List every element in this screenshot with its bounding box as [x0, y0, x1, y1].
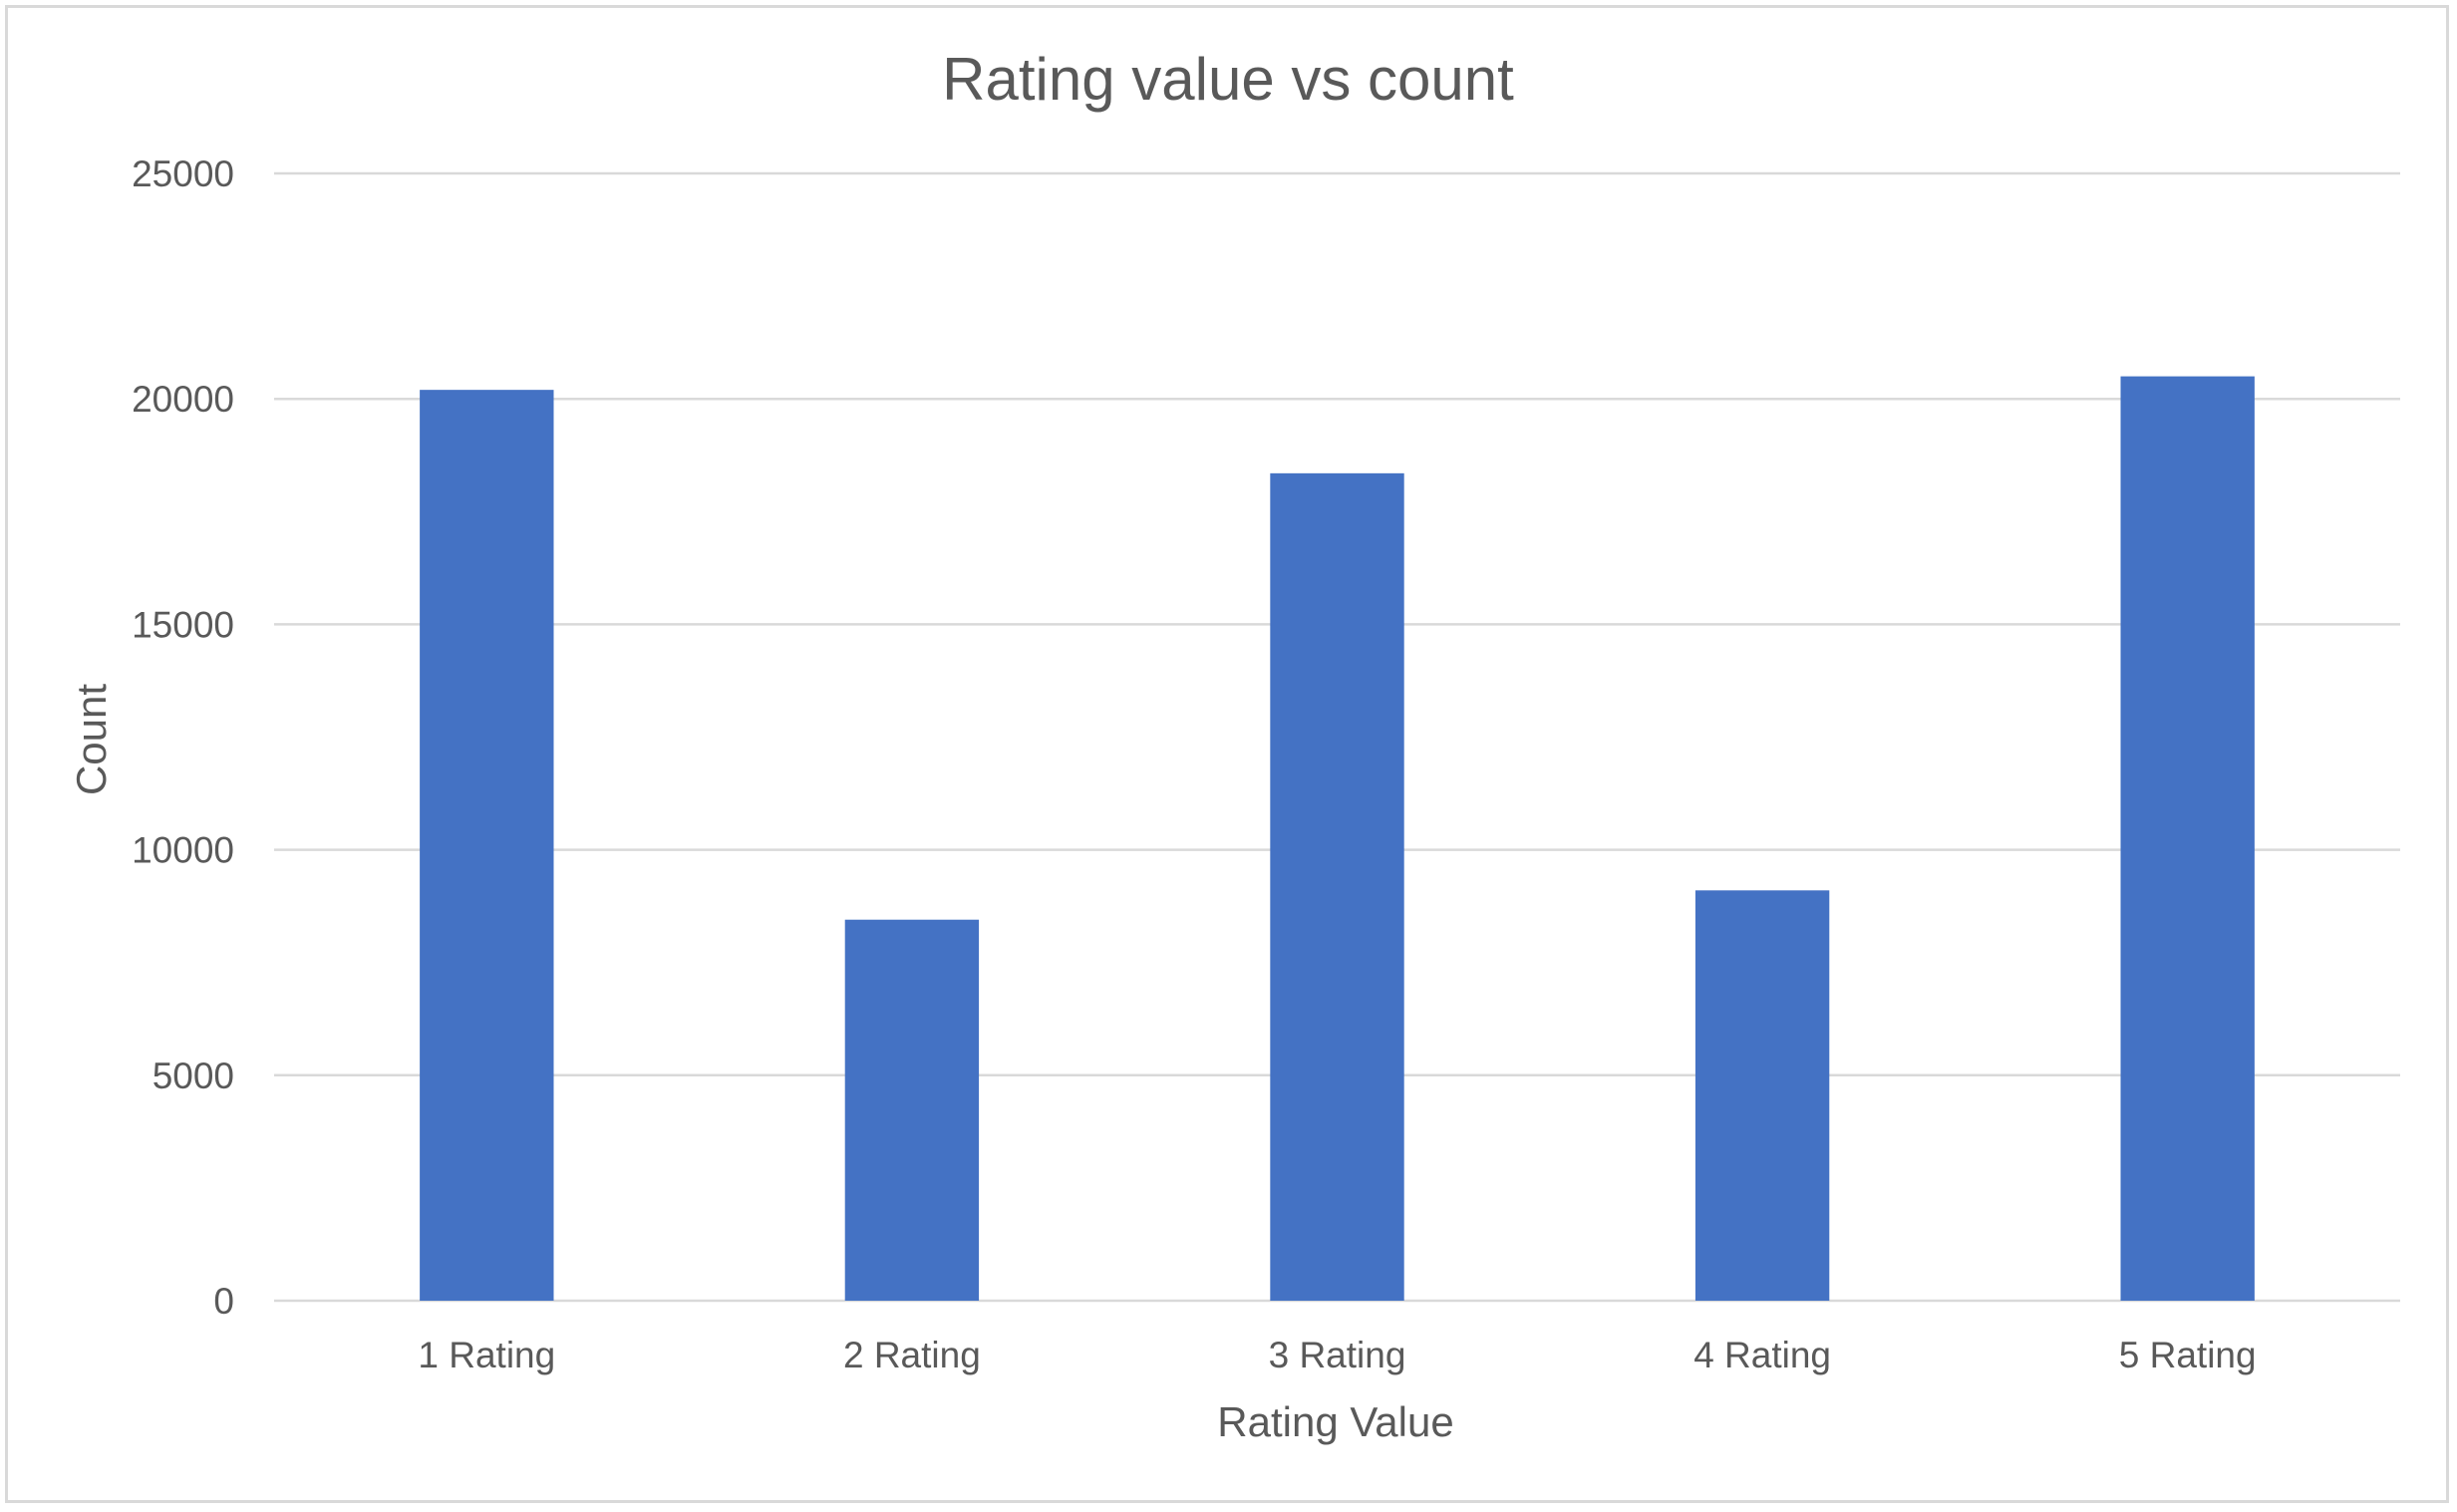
bar-1: [420, 390, 554, 1302]
y-axis-title: Count: [68, 684, 115, 795]
bar-4: [1694, 890, 1830, 1301]
x-tick-label: 1 Rating: [418, 1335, 555, 1375]
bars: [420, 376, 2255, 1302]
x-tick-label: 4 Rating: [1693, 1335, 1831, 1375]
y-tick-label: 5000: [153, 1056, 234, 1096]
y-tick-label: 0: [213, 1281, 234, 1322]
y-tick-label: 10000: [132, 830, 234, 871]
gridlines: [274, 171, 2400, 1303]
bar-3: [1270, 472, 1404, 1301]
x-tick-label: 5 Rating: [2119, 1335, 2257, 1375]
x-tick-label: 2 Rating: [843, 1335, 981, 1375]
chart-title: Rating value vs count: [942, 46, 1514, 113]
bar-2: [844, 919, 980, 1301]
y-axis-ticks: 0 5000 10000 15000 20000 25000: [132, 153, 234, 1322]
x-axis-ticks: 1 Rating 2 Rating 3 Rating 4 Rating 5 Rating: [418, 1335, 2256, 1375]
bar-5: [2120, 376, 2255, 1302]
chart-frame: [5, 5, 2449, 1503]
y-tick-label: 15000: [132, 604, 234, 645]
x-tick-label: 3 Rating: [1269, 1335, 1406, 1375]
y-tick-label: 20000: [132, 379, 234, 420]
y-tick-label: 25000: [132, 153, 234, 194]
x-axis-title: Rating Value: [1217, 1398, 1453, 1445]
